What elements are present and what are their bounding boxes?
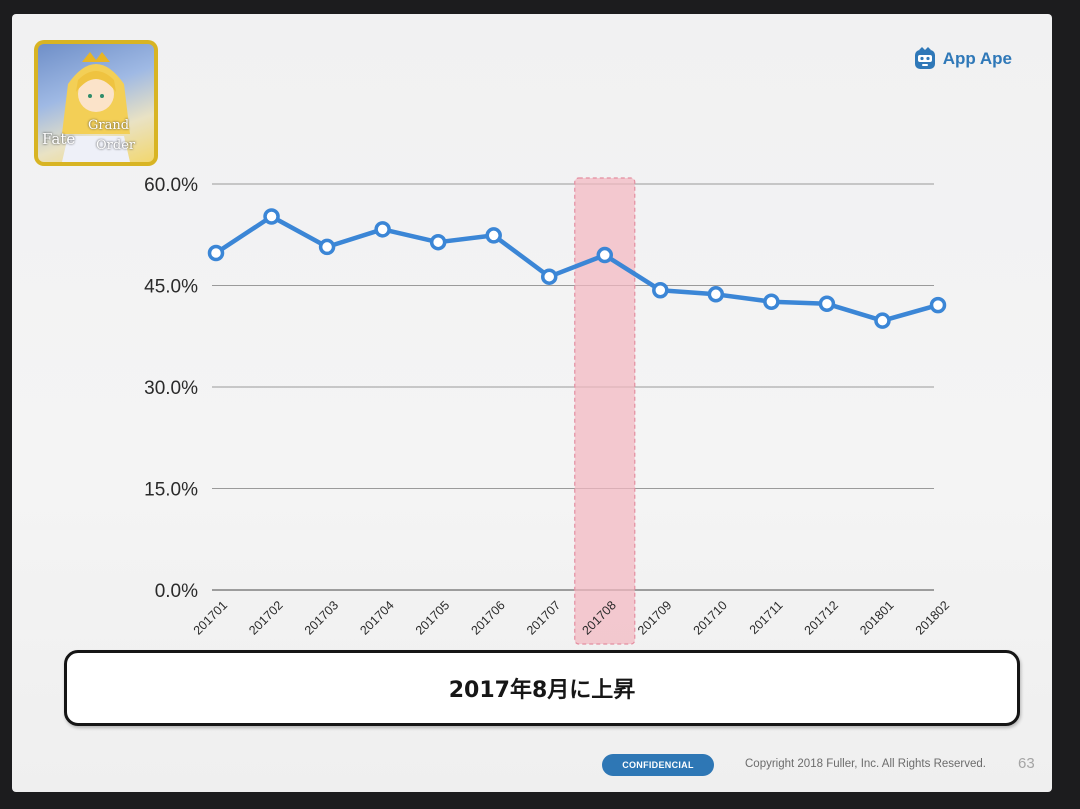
x-tick-label: 201709 [635, 598, 674, 637]
data-point-201705 [429, 233, 447, 251]
x-tick-label: 201801 [857, 598, 896, 637]
app-ape-logo-icon [914, 47, 935, 69]
x-tick-label: 201802 [913, 598, 952, 637]
footer: CONFIDENCIAL Copyright 2018 Fuller, Inc.… [12, 754, 1052, 778]
app-ape-brand: App Ape [913, 44, 1012, 74]
x-tick-label: 201707 [524, 598, 563, 637]
x-tick-label: 201705 [413, 598, 452, 637]
series-layer [207, 208, 947, 329]
brand-name: App Ape [942, 49, 1012, 68]
y-tick-label: 30.0% [144, 378, 198, 399]
x-axis-ticks: 201701 201702 201703 201704 201705 201706 2017… [191, 598, 952, 637]
x-tick-label: 201710 [691, 598, 730, 637]
x-tick-label: 201706 [468, 598, 507, 637]
grid [212, 183, 934, 591]
y-tick-label: 60.0% [144, 175, 198, 196]
line-chart: 0.0%15.0%30.0%45.0%60.0% 201701 201702 201… [144, 175, 952, 645]
copyright-text: Copyright 2018 Fuller, Inc. All Rights R… [745, 758, 986, 770]
data-point-201711 [763, 293, 780, 310]
data-point-201712 [818, 295, 836, 313]
data-point-201706 [485, 227, 502, 244]
data-point-201701 [207, 244, 225, 262]
data-point-201708 [596, 246, 614, 264]
data-point-201703 [318, 238, 336, 256]
confidential-badge: CONFIDENCIAL [602, 754, 714, 776]
app-title-order: Order [96, 138, 136, 153]
data-point-201802 [929, 296, 947, 314]
data-point-201707 [540, 268, 558, 285]
character-artwork-icon [62, 52, 130, 162]
callout-text: 2017年8月に上昇 [448, 678, 636, 703]
app-title-fate: Fate [42, 130, 76, 148]
data-point-201709 [652, 281, 669, 299]
app-title-grand: Grand [88, 118, 130, 133]
data-point-201801 [874, 312, 891, 329]
callout-box: 2017年8月に上昇 [64, 650, 1020, 726]
data-point-201704 [374, 221, 391, 238]
fate-grand-order-app-icon: Fate Grand Order [34, 40, 158, 166]
x-tick-label: 201712 [802, 598, 841, 637]
highlight-band-201708 [574, 177, 636, 645]
series-line [213, 214, 941, 323]
y-tick-label: 0.0% [155, 581, 198, 602]
x-tick-label: 201711 [747, 598, 786, 637]
x-tick-label: 201702 [246, 598, 285, 637]
slide: Fate Grand Order App Ape 0.0% 15.0% 30.0% 4… [12, 14, 1052, 792]
highlight-band [574, 177, 636, 645]
x-tick-label: 201701 [191, 598, 230, 637]
x-tick-label: 201703 [302, 598, 341, 637]
page-number: 63 [1018, 755, 1035, 772]
data-point-201710 [707, 286, 725, 303]
y-axis-ticks: 0.0% 15.0% 30.0% 45.0% 60.0% [144, 175, 198, 602]
y-tick-label: 15.0% [144, 480, 198, 501]
data-point-201702 [263, 208, 280, 225]
x-tick-label: 201704 [357, 598, 396, 637]
y-tick-label: 45.0% [144, 277, 198, 298]
